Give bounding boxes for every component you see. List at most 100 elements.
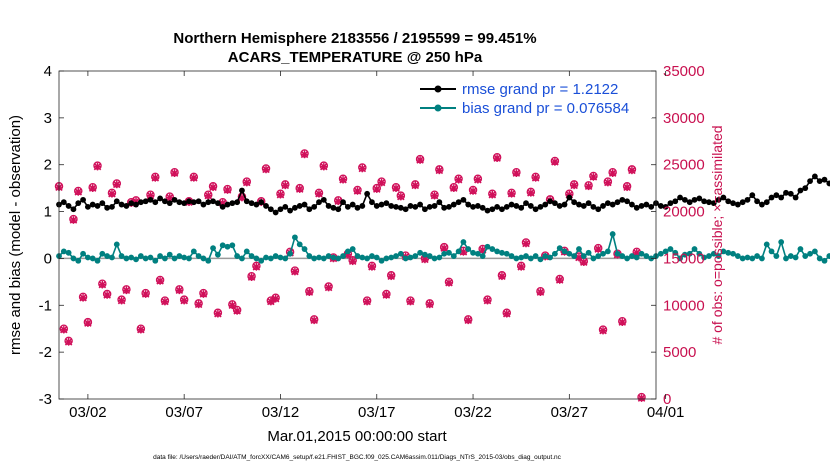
obs-assimilated-point xyxy=(618,318,627,326)
obs-assimilated-point xyxy=(507,189,516,198)
obs-assimilated-point xyxy=(454,175,463,184)
rmse-point xyxy=(441,204,448,211)
bias-point xyxy=(686,250,693,257)
bias-point xyxy=(744,254,751,261)
rmse-point xyxy=(142,198,149,205)
rmse-point xyxy=(263,203,269,209)
bias-point xyxy=(234,253,241,259)
obs-assimilated-point xyxy=(175,286,184,295)
bias-point xyxy=(267,255,274,262)
rmse-point xyxy=(277,206,284,213)
right-tick-label: 20000 xyxy=(663,204,705,221)
bias-point xyxy=(783,255,789,262)
obs-assimilated-point xyxy=(103,291,111,299)
obs-assimilated-point xyxy=(194,300,203,309)
bias-point xyxy=(460,239,467,245)
obs-assimilated-point xyxy=(363,297,371,306)
rmse-point xyxy=(354,204,361,211)
bias-point xyxy=(768,248,775,255)
bias-point xyxy=(470,249,476,256)
obs-assimilated-point xyxy=(584,182,593,191)
rmse-point xyxy=(181,200,188,207)
obs-assimilated-point xyxy=(137,325,145,334)
rmse-point xyxy=(253,201,260,208)
rmse-point xyxy=(364,190,371,197)
obs-assimilated-point xyxy=(430,191,439,200)
chart-title-line2: ACARS_TEMPERATURE @ 250 hPa xyxy=(228,49,483,66)
rmse-point xyxy=(234,199,241,206)
bias-point xyxy=(369,253,375,259)
rmse-point xyxy=(778,194,785,201)
left-tick-label: 0 xyxy=(44,250,52,267)
obs-assimilated-point xyxy=(406,297,415,306)
bias-point xyxy=(807,250,813,257)
bias-point xyxy=(316,254,322,261)
bias-point xyxy=(691,246,698,252)
bias-point xyxy=(214,251,221,258)
x-axis-label: Mar.01,2015 00:00:00 start xyxy=(267,428,447,445)
rmse-point xyxy=(320,196,327,203)
bias-point xyxy=(349,246,356,252)
x-tick-label: 03/07 xyxy=(165,404,203,421)
rmse-point xyxy=(787,190,794,197)
rmse-point xyxy=(508,201,515,208)
obs-assimilated-point xyxy=(156,277,164,285)
obs-assimilated-point xyxy=(372,185,381,193)
obs-assimilated-point xyxy=(214,309,222,318)
bias-point xyxy=(513,255,520,262)
rmse-point xyxy=(681,196,688,203)
rmse-point xyxy=(609,201,616,208)
rmse-point xyxy=(465,201,472,208)
rmse-point xyxy=(455,199,462,206)
obs-assimilated-point xyxy=(242,178,251,187)
rmse-point xyxy=(759,201,765,208)
bias-point xyxy=(629,253,635,259)
obs-assimilated-point xyxy=(440,244,449,252)
bias-point xyxy=(373,254,380,261)
bias-point xyxy=(229,242,236,249)
bias-point xyxy=(450,253,457,259)
rmse-point xyxy=(229,200,236,207)
bias-point xyxy=(142,255,149,262)
bias-point xyxy=(181,254,188,261)
obs-assimilated-point xyxy=(464,316,473,325)
bias-point xyxy=(739,255,746,262)
rmse-point xyxy=(576,201,582,208)
obs-assimilated-point xyxy=(161,297,169,306)
rmse-point xyxy=(783,189,789,196)
bias-point xyxy=(200,255,207,262)
bias-point xyxy=(633,254,640,261)
rmse-point xyxy=(335,206,342,213)
rmse-point xyxy=(340,199,346,206)
bias-point xyxy=(811,248,818,255)
rmse-point xyxy=(287,207,293,214)
bias-point xyxy=(523,253,529,259)
bias-point xyxy=(677,255,683,262)
obs-assimilated-point xyxy=(628,166,636,175)
rmse-point xyxy=(600,203,606,209)
rmse-point xyxy=(604,200,611,207)
rmse-point xyxy=(446,203,452,210)
rmse-point xyxy=(571,199,578,206)
rmse-point xyxy=(306,206,313,213)
bias-point xyxy=(585,249,592,256)
rmse-point xyxy=(426,203,433,210)
rmse-point xyxy=(470,203,476,210)
bias-point xyxy=(508,253,515,259)
obs-assimilated-point xyxy=(502,309,511,318)
rmse-point xyxy=(450,201,457,208)
left-tick-label: 3 xyxy=(44,110,52,127)
bias-point xyxy=(537,256,544,263)
rmse-point xyxy=(518,204,525,211)
legend-bias-label: bias grand pr = 0.076584 xyxy=(462,100,629,117)
rmse-point xyxy=(128,200,135,207)
rmse-point xyxy=(547,198,553,205)
rmse-point xyxy=(826,180,830,187)
bias-point xyxy=(65,249,72,256)
rmse-point xyxy=(80,196,86,203)
right-tick-label: 0 xyxy=(663,391,671,408)
obs-assimilated-point xyxy=(382,291,391,299)
bias-point xyxy=(422,251,428,258)
obs-assimilated-point xyxy=(141,290,150,298)
bias-point xyxy=(287,250,293,257)
